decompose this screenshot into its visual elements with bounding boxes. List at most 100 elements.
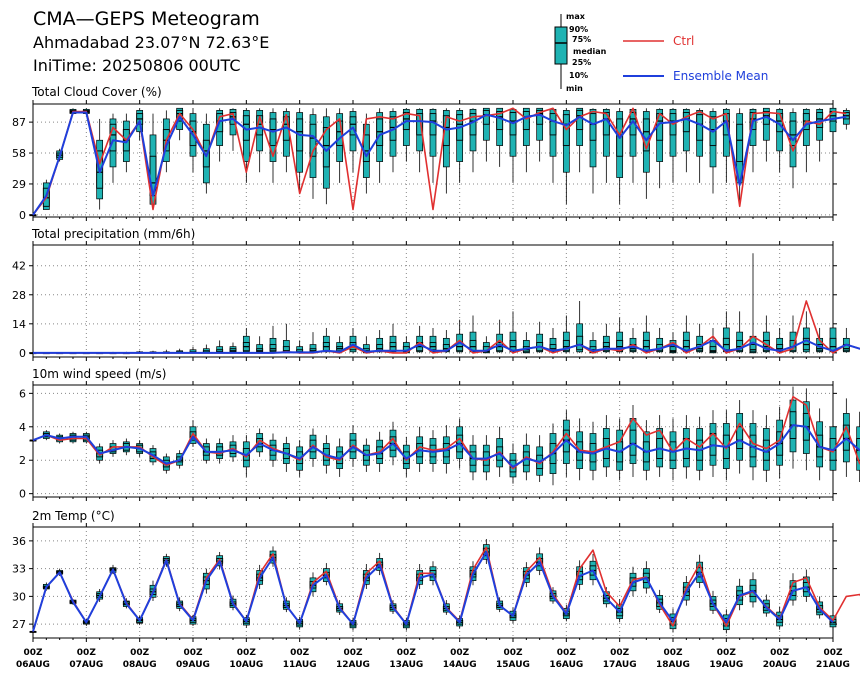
legend: max 90% 75% median 25% 10% min Ctrl Ense…: [554, 12, 768, 93]
legend-key-max: max: [566, 12, 586, 21]
box-p25-p75: [349, 116, 357, 136]
x-tick-label-date: 09AUG: [176, 660, 210, 670]
x-axis-labels: 00Z 06AUG 00Z 07AUG 00Z 08AUG 00Z 09AUG 00Z 10AUG…: [16, 648, 850, 670]
x-tick-label-hour: 00Z: [237, 648, 257, 658]
x-tick-label-date: 17AUG: [603, 660, 637, 670]
ensemble-box: [629, 108, 637, 183]
ensemble-box: [242, 327, 250, 353]
x-tick-label-hour: 00Z: [770, 648, 790, 658]
box-p25-p75: [736, 123, 744, 163]
box-p25-p75: [789, 120, 797, 147]
x-tick-label-date: 10AUG: [229, 660, 263, 670]
location-label: Ahmadabad 23.07°N 72.63°E: [33, 33, 269, 52]
x-tick-label-hour: 00Z: [823, 648, 843, 658]
x-tick-label-date: 12AUG: [336, 660, 370, 670]
x-tick-label-date: 18AUG: [656, 660, 690, 670]
legend-key-median: median: [573, 47, 607, 56]
panel-title-precip: Total precipitation (mm/6h): [31, 227, 195, 241]
box-p25-p75: [362, 134, 370, 163]
box-p25-p75: [736, 426, 744, 449]
box-p25-p75: [669, 346, 677, 353]
legend-key-min: min: [566, 84, 583, 93]
panel-cloud-cover: 0 29 58 87: [12, 100, 850, 222]
legend-key-p10: 10%: [569, 71, 588, 80]
legend-key-p75: 75%: [572, 35, 591, 44]
ensemble-box: [842, 327, 850, 353]
panel-precipitation: 0 14 28 42: [12, 241, 860, 361]
ensemble-box: [376, 330, 384, 353]
x-tick-label-date: 15AUG: [496, 660, 530, 670]
ensemble-box: [616, 317, 624, 353]
x-tick-label-hour: 00Z: [343, 648, 363, 658]
box-p25-p75: [536, 109, 544, 125]
x-tick-label-date: 07AUG: [69, 660, 103, 670]
ensemble-box: [322, 327, 330, 353]
x-tick-label-hour: 00Z: [663, 648, 683, 658]
box-p25-p75: [682, 112, 690, 133]
ensemble-box: [562, 315, 570, 353]
y-tick-label: 30: [12, 590, 26, 603]
ensemble-box: [109, 113, 117, 183]
ensemble-box: [389, 323, 397, 353]
ensemble-box: [269, 325, 277, 353]
box-p25-p75: [562, 339, 570, 352]
ensemble-box: [682, 315, 690, 353]
box-p25-p75: [696, 114, 704, 141]
x-tick-label-hour: 00Z: [610, 648, 630, 658]
ensemble-box: [362, 113, 370, 194]
panel-title-cloud: Total Cloud Cover (%): [31, 85, 162, 99]
ensemble-mean-line: [33, 339, 860, 354]
legend-ctrl-label: Ctrl: [673, 34, 694, 48]
x-tick-label-date: 06AUG: [16, 660, 50, 670]
box-p25-p75: [522, 111, 530, 131]
x-tick-label-date: 16AUG: [549, 660, 583, 670]
x-tick-label-hour: 00Z: [183, 648, 203, 658]
y-tick-label: 87: [12, 116, 26, 129]
x-tick-label-hour: 00Z: [503, 648, 523, 658]
ensemble-box: [349, 108, 357, 173]
x-tick-label-date: 19AUG: [709, 660, 743, 670]
ctrl-line: [32, 107, 847, 216]
box-p25-p75: [496, 111, 504, 131]
x-tick-label-hour: 00Z: [23, 648, 43, 658]
legend-key-p90: 90%: [569, 25, 588, 34]
y-tick-label: 42: [12, 260, 26, 273]
box-p25-p75: [416, 113, 424, 136]
box-p25-p75: [549, 113, 557, 136]
ensemble-box: [602, 108, 610, 183]
y-tick-label: 36: [12, 535, 26, 548]
panel-wind-speed: 0 2 4 6: [19, 381, 860, 501]
init-time-label: IniTime: 20250806 00UTC: [33, 56, 241, 75]
x-tick-label-hour: 00Z: [290, 648, 310, 658]
y-tick-label: 33: [12, 563, 26, 576]
ensemble-box: [642, 315, 650, 353]
x-tick-label-date: 08AUG: [123, 660, 157, 670]
ensemble-box: [429, 327, 437, 353]
ensemble-box: [522, 107, 530, 173]
y-tick-label: 28: [12, 289, 26, 302]
box-p25-p75: [442, 115, 450, 147]
ensemble-box: [229, 342, 237, 354]
panel-title-wind: 10m wind speed (m/s): [32, 367, 166, 381]
y-tick-label: 6: [19, 387, 26, 400]
legend-key-p25: 25%: [572, 58, 591, 67]
box-p25-p75: [482, 109, 490, 125]
box-p25-p75: [709, 346, 717, 353]
x-tick-label-date: 14AUG: [443, 660, 477, 670]
box-p25-p75: [269, 344, 277, 352]
ensemble-box: [29, 630, 37, 633]
x-tick-label-hour: 00Z: [130, 648, 150, 658]
ensemble-box: [842, 108, 850, 130]
ensemble-box: [736, 311, 744, 353]
box-p25-p75: [576, 335, 584, 351]
panel-temperature: 27 30 33 36: [12, 523, 860, 642]
y-tick-label: 2: [19, 454, 26, 467]
y-tick-label: 14: [12, 318, 26, 331]
x-tick-label-hour: 00Z: [717, 648, 737, 658]
box-p25-p75: [576, 109, 584, 131]
y-tick-label: 0: [19, 488, 26, 501]
ensemble-box: [496, 107, 504, 167]
ensemble-box: [429, 108, 437, 183]
y-tick-label: 0: [19, 209, 26, 222]
